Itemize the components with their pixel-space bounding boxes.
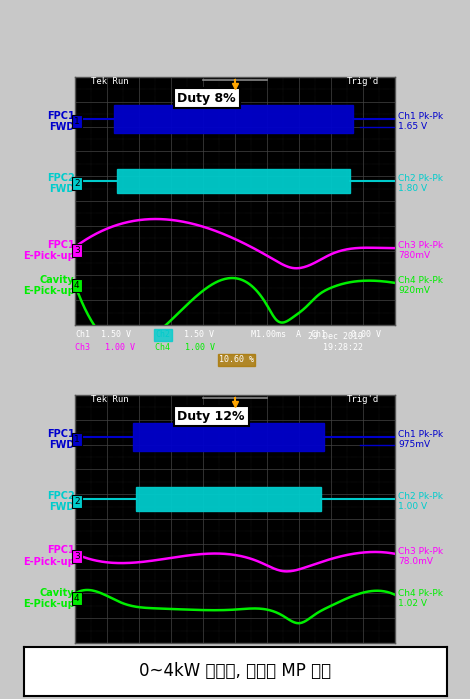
- Text: Cavity
E-Pick-up: Cavity E-Pick-up: [23, 275, 75, 296]
- Text: 3: 3: [74, 246, 80, 255]
- Text: 1: 1: [74, 117, 80, 126]
- Text: 5.93200ms: 5.93200ms: [219, 673, 264, 682]
- Text: Tek Run: Tek Run: [91, 78, 129, 87]
- Bar: [133, 424, 324, 451]
- Text: Ch1: Ch1: [75, 331, 90, 340]
- Text: 4: 4: [74, 281, 79, 290]
- Text: Trig'd: Trig'd: [347, 396, 379, 405]
- Text: M1.00ms  A  Ch1     0.00 V: M1.00ms A Ch1 0.00 V: [251, 331, 381, 340]
- Text: Ch2: Ch2: [155, 331, 170, 340]
- Text: Ch1: Ch1: [75, 649, 90, 658]
- Text: FPC1
E-Pick-up: FPC1 E-Pick-up: [23, 240, 75, 261]
- Bar: [136, 487, 321, 511]
- Text: Ch3 Pk-Pk
78.0mV: Ch3 Pk-Pk 78.0mV: [398, 547, 443, 566]
- Text: 2: 2: [74, 497, 79, 506]
- Text: Trig'd: Trig'd: [347, 78, 379, 87]
- Text: Duty 12%: Duty 12%: [178, 410, 245, 423]
- Text: 4: 4: [74, 594, 79, 603]
- Text: 1: 1: [74, 435, 80, 444]
- Text: Ch3 Pk-Pk
780mV: Ch3 Pk-Pk 780mV: [398, 241, 443, 260]
- Text: Duty 8%: Duty 8%: [178, 92, 236, 105]
- Text: 3: 3: [74, 552, 80, 561]
- Text: Ch3   100mV: Ch3 100mV: [75, 661, 130, 670]
- Text: M2.00ms  A  Ch1     0.00 V: M2.00ms A Ch1 0.00 V: [251, 649, 381, 658]
- Text: 10.60 %: 10.60 %: [219, 355, 254, 364]
- Text: FPC1
FWD: FPC1 FWD: [47, 110, 75, 132]
- Text: Ch4   1.00 V: Ch4 1.00 V: [155, 661, 215, 670]
- Text: Ch4 Pk-Pk
1.02 V: Ch4 Pk-Pk 1.02 V: [398, 589, 443, 608]
- Text: 1.25 V: 1.25 V: [184, 649, 214, 658]
- Bar: [117, 169, 350, 193]
- Bar: [114, 106, 353, 133]
- Text: Ch2 Pk-Pk
1.80 V: Ch2 Pk-Pk 1.80 V: [398, 174, 443, 194]
- Text: FPC2
FWD: FPC2 FWD: [47, 173, 75, 194]
- Text: Ch3   1.00 V: Ch3 1.00 V: [75, 343, 135, 352]
- Text: 1.50 V: 1.50 V: [184, 331, 214, 340]
- Text: Ch1 Pk-Pk
975mV: Ch1 Pk-Pk 975mV: [398, 430, 443, 449]
- Text: FPC2
FWD: FPC2 FWD: [47, 491, 75, 512]
- Text: 1.50 V: 1.50 V: [101, 331, 131, 340]
- Text: 3 Jan  2020
23:20:17: 3 Jan 2020 23:20:17: [308, 651, 363, 670]
- Text: Ch1 Pk-Pk
1.65 V: Ch1 Pk-Pk 1.65 V: [398, 112, 443, 131]
- Text: Ch2: Ch2: [155, 649, 170, 658]
- Text: 0~4kW 커플러, 가속관 MP 발생: 0~4kW 커플러, 가속관 MP 발생: [139, 662, 331, 680]
- Text: 29 Dec 2019
19:28:22: 29 Dec 2019 19:28:22: [308, 333, 363, 352]
- Text: 2: 2: [74, 179, 79, 188]
- Text: 1.25 V: 1.25 V: [101, 649, 131, 658]
- Text: Ch4 Pk-Pk
920mV: Ch4 Pk-Pk 920mV: [398, 275, 443, 295]
- Text: FPC1
E-Pick-up: FPC1 E-Pick-up: [23, 545, 75, 567]
- Text: Ch2 Pk-Pk
1.00 V: Ch2 Pk-Pk 1.00 V: [398, 492, 443, 512]
- Text: Ch4   1.00 V: Ch4 1.00 V: [155, 343, 215, 352]
- Text: FPC1
FWD: FPC1 FWD: [47, 428, 75, 450]
- Text: Tek Run: Tek Run: [91, 396, 129, 405]
- Text: Cavity
E-Pick-up: Cavity E-Pick-up: [23, 588, 75, 610]
